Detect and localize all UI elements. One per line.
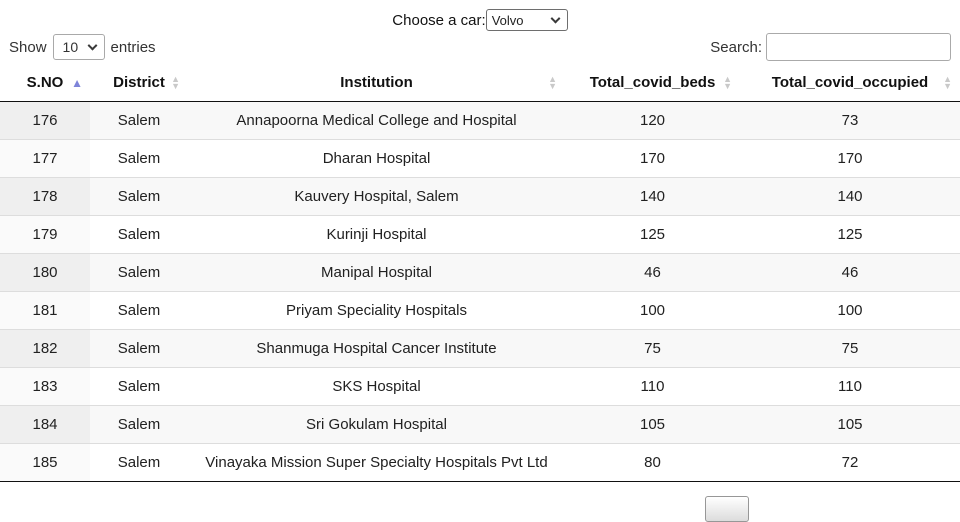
cell-occupied: 72: [740, 443, 960, 482]
page-length-control: Show 10 entries: [9, 34, 156, 60]
cell-occupied: 100: [740, 291, 960, 330]
table-row: 182 Salem Shanmuga Hospital Cancer Institu…: [0, 329, 960, 368]
cell-sno: 178: [0, 177, 90, 216]
cell-district: Salem: [90, 291, 188, 330]
table-row: 178 Salem Kauvery Hospital, Salem 140 140: [0, 177, 960, 216]
cell-sno: 179: [0, 215, 90, 254]
table-controls: Show 10 entries Search:: [0, 32, 960, 62]
cell-district: Salem: [90, 405, 188, 444]
cell-institution: Shanmuga Hospital Cancer Institute: [188, 329, 565, 368]
table-row: 183 Salem SKS Hospital 110 110: [0, 367, 960, 406]
cell-beds: 75: [565, 329, 740, 368]
sort-unsorted-icon: ▲ ▼: [548, 73, 557, 91]
cell-occupied: 110: [740, 367, 960, 406]
column-header-label: District: [113, 74, 165, 91]
search-label: Search:: [710, 38, 762, 56]
cell-district: Salem: [117, 112, 161, 129]
cell-district: Salem: [90, 177, 188, 216]
cell-sno: 176: [0, 101, 90, 140]
cell-institution: Dharan Hospital: [188, 139, 565, 178]
column-header-label: Total_covid_beds: [589, 74, 716, 91]
cell-beds: 46: [565, 253, 740, 292]
sort-unsorted-icon: ▲ ▼: [171, 73, 180, 91]
cell-occupied: 105: [740, 405, 960, 444]
column-header-sno[interactable]: S.NO ▲: [0, 64, 90, 102]
column-header-beds[interactable]: Total_covid_beds ▲ ▼: [565, 64, 740, 102]
table-header: S.NO ▲ District ▲ ▼ Institution ▲ ▼ Total_covid_…: [0, 64, 960, 102]
column-header-district[interactable]: District ▲ ▼: [90, 64, 188, 102]
table-row: 176 Salem Annapoorna Medical College and H…: [0, 101, 960, 140]
cell-institution: Manipal Hospital: [188, 253, 565, 292]
cell-district: Salem: [90, 215, 188, 254]
cell-occupied: 125: [740, 215, 960, 254]
table-row: 180 Salem Manipal Hospital 46 46: [0, 253, 960, 292]
car-select-value: Volvo: [491, 12, 524, 28]
header-row: S.NO ▲ District ▲ ▼ Institution ▲ ▼ Total_covid_…: [0, 64, 960, 102]
cell-institution: Annapoorna Medical College and Hospital: [236, 112, 517, 129]
column-header-label: Institution: [340, 74, 413, 91]
cell-institution: Priyam Speciality Hospitals: [188, 291, 565, 330]
hospital-table: S.NO ▲ District ▲ ▼ Institution ▲ ▼ Total_covid_…: [0, 64, 960, 482]
cell-beds: 170: [565, 139, 740, 178]
cell-sno: 184: [0, 405, 90, 444]
cell-beds: 100: [565, 291, 740, 330]
cell-institution: Vinayaka Mission Super Specialty Hospita…: [188, 443, 565, 482]
cell-institution: Kurinji Hospital: [188, 215, 565, 254]
table-row: 184 Salem Sri Gokulam Hospital 105 105: [0, 405, 960, 444]
cell-district: Salem: [90, 367, 188, 406]
cell-occupied: 75: [740, 329, 960, 368]
table-row: 185 Salem Vinayaka Mission Super Specialty…: [0, 443, 960, 482]
cell-sno: 185: [0, 443, 90, 482]
cell-beds: 140: [565, 177, 740, 216]
cell-occupied: 46: [740, 253, 960, 292]
cell-beds: 80: [565, 443, 740, 482]
cell-sno: 177: [0, 139, 90, 178]
cell-district: Salem: [90, 253, 188, 292]
show-label: Show: [9, 38, 47, 56]
column-header-label: S.NO: [26, 74, 64, 91]
cell-occupied: 140: [740, 177, 960, 216]
cell-district: Salem: [90, 329, 188, 368]
chevron-down-icon: [87, 40, 97, 51]
car-select[interactable]: Volvo: [485, 9, 568, 31]
cell-occupied: 170: [740, 139, 960, 178]
cell-district: Salem: [90, 443, 188, 482]
cell-beds: 125: [565, 215, 740, 254]
cell-sno: 181: [0, 291, 90, 330]
sort-unsorted-icon: ▲ ▼: [943, 73, 952, 91]
car-chooser: Choose a car: Volvo: [0, 0, 960, 32]
cell-occupied: 73: [841, 112, 859, 129]
entries-label: entries: [110, 38, 156, 56]
page-length-select[interactable]: 10: [52, 34, 105, 60]
table-row: 177 Salem Dharan Hospital 170 170: [0, 139, 960, 178]
chevron-down-icon: [550, 13, 561, 24]
cell-beds: 110: [565, 367, 740, 406]
cell-beds: 120: [639, 112, 666, 129]
cell-sno: 182: [0, 329, 90, 368]
car-chooser-label: Choose a car:: [392, 11, 486, 29]
search-control: Search:: [710, 33, 951, 61]
cell-sno: 180: [0, 253, 90, 292]
cell-district: Salem: [90, 139, 188, 178]
cell-beds: 105: [565, 405, 740, 444]
search-input[interactable]: [766, 33, 951, 61]
sort-unsorted-icon: ▲ ▼: [723, 73, 732, 91]
cell-institution: SKS Hospital: [188, 367, 565, 406]
page-length-value: 10: [62, 39, 79, 55]
cell-institution: Sri Gokulam Hospital: [188, 405, 565, 444]
table-body: 176 Salem Annapoorna Medical College and H…: [0, 101, 960, 482]
table-row: 179 Salem Kurinji Hospital 125 125: [0, 215, 960, 254]
table-row: 181 Salem Priyam Speciality Hospitals 100 10…: [0, 291, 960, 330]
column-header-label: Total_covid_occupied: [771, 74, 929, 91]
cell-sno: 183: [0, 367, 90, 406]
sort-ascending-icon: ▲: [71, 75, 83, 90]
cell-institution: Kauvery Hospital, Salem: [188, 177, 565, 216]
column-header-institution[interactable]: Institution ▲ ▼: [188, 64, 565, 102]
column-header-occupied[interactable]: Total_covid_occupied ▲ ▼: [740, 64, 960, 102]
